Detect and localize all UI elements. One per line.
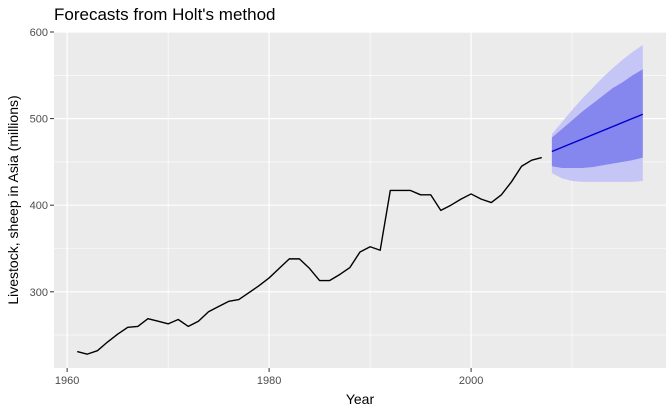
x-axis-label: Year [346, 391, 375, 407]
y-tick-label: 500 [30, 114, 48, 126]
y-axis-label: Livestock, sheep in Asia (millions) [5, 95, 21, 304]
plot-panel [54, 32, 666, 368]
y-tick-label: 600 [30, 27, 48, 39]
forecast-line [551, 113, 644, 153]
series-lines [77, 113, 644, 355]
interval-bands [551, 44, 643, 182]
y-tick-label: 300 [30, 287, 48, 299]
x-tick-label: 1980 [257, 375, 281, 387]
x-tick-label: 2000 [459, 375, 483, 387]
y-tick-label: 400 [30, 200, 48, 212]
grid-layer [54, 31, 666, 368]
chart-title: Forecasts from Holt's method [54, 5, 275, 24]
prediction-interval-80 [551, 69, 643, 168]
axis-ticks: 1960 1980 2000 300 400 500 600 [30, 27, 484, 387]
x-tick-label: 1960 [55, 375, 79, 387]
observed-line [77, 156, 542, 355]
